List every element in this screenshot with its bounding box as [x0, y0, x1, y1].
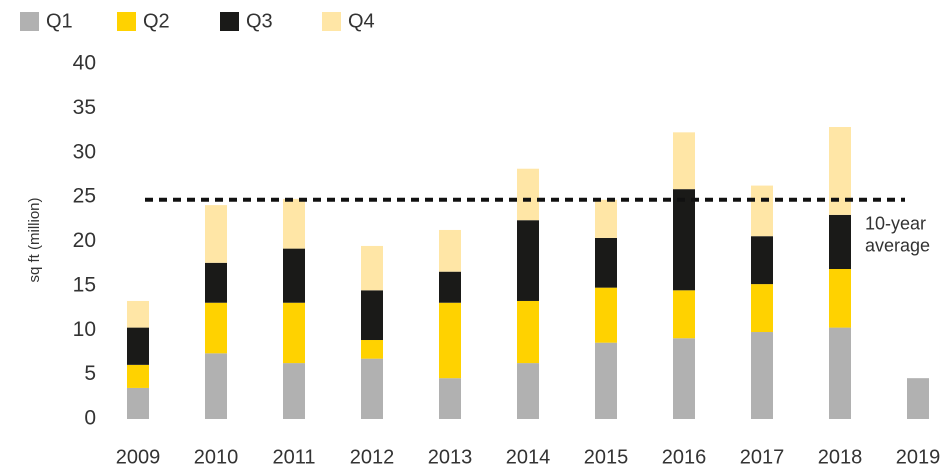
annotation: 10-year [865, 214, 926, 234]
bar-segment [751, 284, 773, 333]
bar-segment [439, 378, 461, 419]
legend-swatch [220, 12, 239, 31]
bar-segment [673, 132, 695, 190]
x-tick-label: 2012 [350, 446, 395, 468]
legend-label: Q2 [143, 10, 170, 32]
x-tick-label: 2014 [506, 446, 551, 468]
legend-label: Q3 [246, 10, 273, 32]
bar-segment [517, 220, 539, 301]
bar-segment [829, 214, 851, 270]
bar-segment [439, 271, 461, 303]
bar-segment [361, 290, 383, 341]
bar-segment [751, 332, 773, 419]
y-tick-label: 40 [73, 52, 96, 75]
legend-label: Q1 [46, 10, 73, 32]
bar-segment [595, 237, 617, 288]
y-tick-label: 10 [73, 318, 96, 341]
y-tick-label: 25 [73, 185, 96, 208]
x-tick-label: 2015 [584, 446, 629, 468]
bar-segment [205, 262, 227, 303]
x-tick-label: 2017 [740, 446, 785, 468]
bar-segment [907, 378, 929, 419]
bar-segment [127, 387, 149, 419]
bar-segment [673, 338, 695, 419]
bar-segment [283, 302, 305, 364]
legend-swatch [322, 12, 341, 31]
bar-segment [205, 353, 227, 419]
bar-segment [517, 300, 539, 364]
bar-segment [439, 302, 461, 379]
annotation: average [865, 236, 930, 256]
bar-segment [127, 300, 149, 328]
bar-segment [673, 290, 695, 339]
y-tick-label: 35 [73, 96, 96, 119]
bar-segment [595, 342, 617, 419]
bar-segment [829, 327, 851, 419]
bar-segment [595, 199, 617, 238]
x-tick-label: 2016 [662, 446, 707, 468]
y-tick-label: 30 [73, 140, 96, 163]
x-tick-label: 2011 [272, 446, 315, 468]
bar-segment [439, 229, 461, 272]
bar-segment [283, 198, 305, 249]
y-tick-label: 15 [73, 273, 96, 296]
bar-segment [751, 185, 773, 237]
bar-segment [127, 327, 149, 365]
bar-segment [829, 127, 851, 215]
bar-segment [517, 363, 539, 419]
bar-segment [829, 269, 851, 328]
legend-swatch [117, 12, 136, 31]
bar-segment [751, 236, 773, 285]
x-tick-label: 2010 [194, 446, 239, 468]
bar-segment [673, 189, 695, 291]
bar-segment [361, 245, 383, 291]
bar-segment [361, 340, 383, 359]
x-tick-label: 2009 [116, 446, 161, 468]
y-tick-label: 5 [84, 362, 96, 385]
legend-swatch [20, 12, 39, 31]
x-tick-label: 2018 [818, 446, 863, 468]
bar-segment [595, 287, 617, 343]
bar-segment [283, 363, 305, 419]
legend-label: Q4 [348, 10, 375, 32]
bar-segment [205, 205, 227, 263]
bar-segment [361, 358, 383, 419]
bar-segment [205, 302, 227, 354]
bar-segment [283, 248, 305, 303]
y-tick-label: 20 [73, 229, 96, 252]
x-tick-label: 2013 [428, 446, 473, 468]
bar-segment [127, 364, 149, 388]
x-tick-label: 2019 [896, 446, 941, 468]
y-axis-label: sq ft (million) [26, 197, 43, 282]
bar-segment [517, 168, 539, 221]
y-tick-label: 0 [84, 407, 96, 430]
